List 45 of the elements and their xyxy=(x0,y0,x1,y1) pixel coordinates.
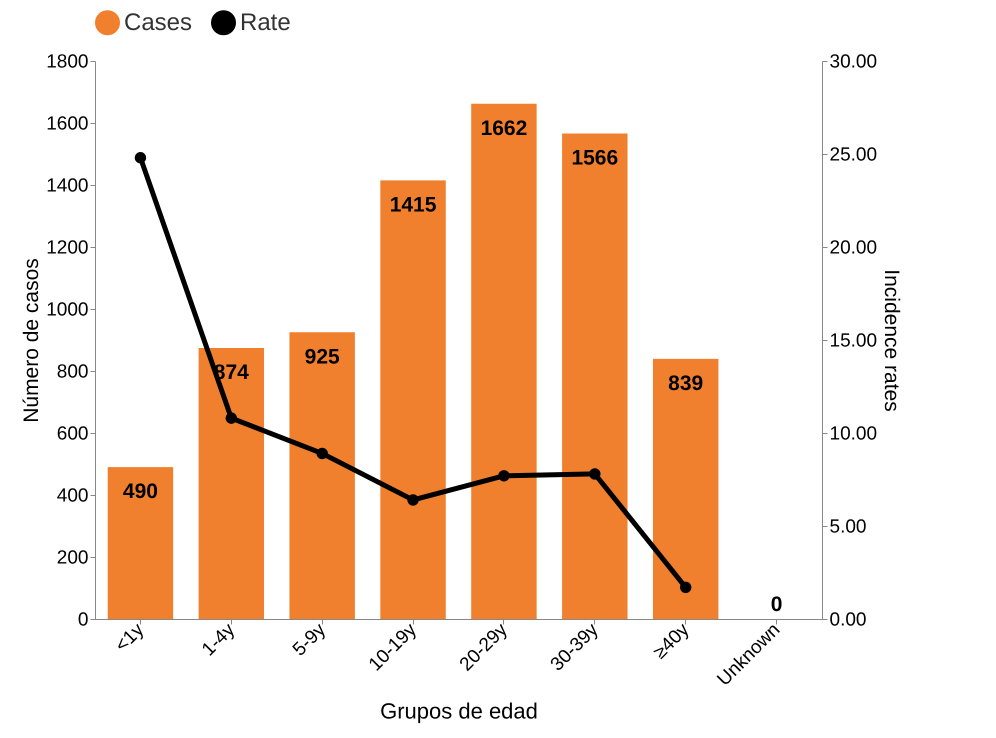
x-tick-label: <1y xyxy=(111,619,149,656)
x-axis-title: Grupos de edad xyxy=(380,698,538,724)
point xyxy=(589,468,601,480)
y2-tick-label: 25.00 xyxy=(830,144,878,166)
point xyxy=(407,494,419,506)
bar xyxy=(108,467,174,619)
y2-tick-label: 20.00 xyxy=(830,238,878,258)
y-tick-label: 1200 xyxy=(46,238,88,258)
y-tick-label: 1400 xyxy=(46,176,88,196)
y2-tick-label: 5.00 xyxy=(830,516,866,538)
data-label: 1415 xyxy=(390,193,437,216)
bar xyxy=(652,358,718,619)
bar xyxy=(198,348,264,619)
point xyxy=(226,412,238,424)
y2-tick-label: 30.00 xyxy=(830,52,878,72)
bar xyxy=(471,104,537,619)
x-tick-label: 5-9y xyxy=(288,619,330,660)
data-label: 0 xyxy=(770,593,782,616)
point xyxy=(134,152,146,164)
y-tick-label: 1800 xyxy=(46,52,88,72)
y-tick-label: 200 xyxy=(56,548,88,568)
legend-label: Cases xyxy=(124,8,192,36)
bar xyxy=(289,332,355,619)
bar xyxy=(562,134,628,619)
legend-label: Rate xyxy=(240,8,291,36)
y2-tick-label: 15.00 xyxy=(830,330,878,352)
y-axis-title: Número de casos xyxy=(20,258,44,423)
data-label: 490 xyxy=(122,480,158,504)
y-tick-label: 1000 xyxy=(46,300,88,320)
data-label: 925 xyxy=(304,345,340,368)
data-label: 1566 xyxy=(571,146,618,170)
data-label: 1662 xyxy=(480,116,528,140)
y-tick-label: 400 xyxy=(56,486,88,506)
point xyxy=(316,448,328,460)
point xyxy=(498,470,510,482)
bar xyxy=(380,180,446,619)
y-tick-label: 1600 xyxy=(46,114,88,134)
y-tick-label: 0 xyxy=(78,610,88,630)
data-label: 839 xyxy=(668,372,704,395)
y2-axis-title: Incidence rates xyxy=(880,269,904,412)
point xyxy=(680,582,692,594)
y2-tick-label: 10.00 xyxy=(830,424,878,444)
y2-tick-label: 0.00 xyxy=(830,610,866,630)
y-tick-label: 800 xyxy=(56,362,88,382)
y-tick-label: 600 xyxy=(56,424,88,444)
